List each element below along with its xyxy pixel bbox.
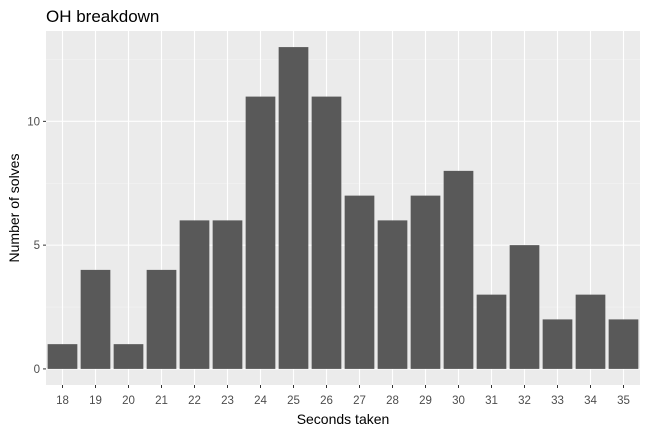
- bar: [476, 294, 507, 369]
- bar: [311, 96, 342, 369]
- x-tick-label: 23: [221, 395, 234, 407]
- bar: [146, 269, 177, 369]
- x-tick-label: 22: [188, 395, 201, 407]
- x-tick-label: 26: [320, 395, 333, 407]
- bar: [542, 319, 573, 369]
- bar: [212, 220, 243, 369]
- bar: [575, 294, 606, 369]
- x-tick-label: 20: [122, 395, 135, 407]
- x-tick-label: 24: [254, 395, 267, 407]
- x-tick-label: 18: [56, 395, 69, 407]
- bar: [608, 319, 639, 369]
- bar: [245, 96, 276, 369]
- x-tick-label: 33: [551, 395, 564, 407]
- x-tick-label: 29: [419, 395, 432, 407]
- x-tick-label: 30: [452, 395, 465, 407]
- x-tick-label: 25: [287, 395, 300, 407]
- x-axis-label: Seconds taken: [297, 411, 390, 427]
- bar: [47, 344, 78, 369]
- bar: [278, 47, 309, 369]
- x-tick-label: 21: [155, 395, 168, 407]
- y-tick-label: 5: [34, 240, 40, 252]
- bar: [179, 220, 210, 369]
- bar: [80, 269, 111, 369]
- bar: [443, 170, 474, 369]
- x-tick-label: 28: [386, 395, 399, 407]
- bar: [377, 220, 408, 369]
- plot-panel: [46, 31, 640, 385]
- x-tick-label: 32: [518, 395, 531, 407]
- x-tick-label: 31: [485, 395, 498, 407]
- y-tick-label: 0: [34, 364, 40, 376]
- bar: [410, 195, 441, 369]
- y-axis-label: Number of solves: [6, 154, 22, 263]
- x-tick-label: 35: [617, 395, 630, 407]
- bar: [509, 245, 540, 369]
- chart-title: OH breakdown: [46, 7, 159, 26]
- x-tick-label: 27: [353, 395, 366, 407]
- bar: [344, 195, 375, 369]
- bar: [113, 344, 144, 369]
- x-tick-label: 34: [584, 395, 597, 407]
- y-tick-label: 10: [27, 116, 40, 128]
- x-tick-label: 19: [89, 395, 102, 407]
